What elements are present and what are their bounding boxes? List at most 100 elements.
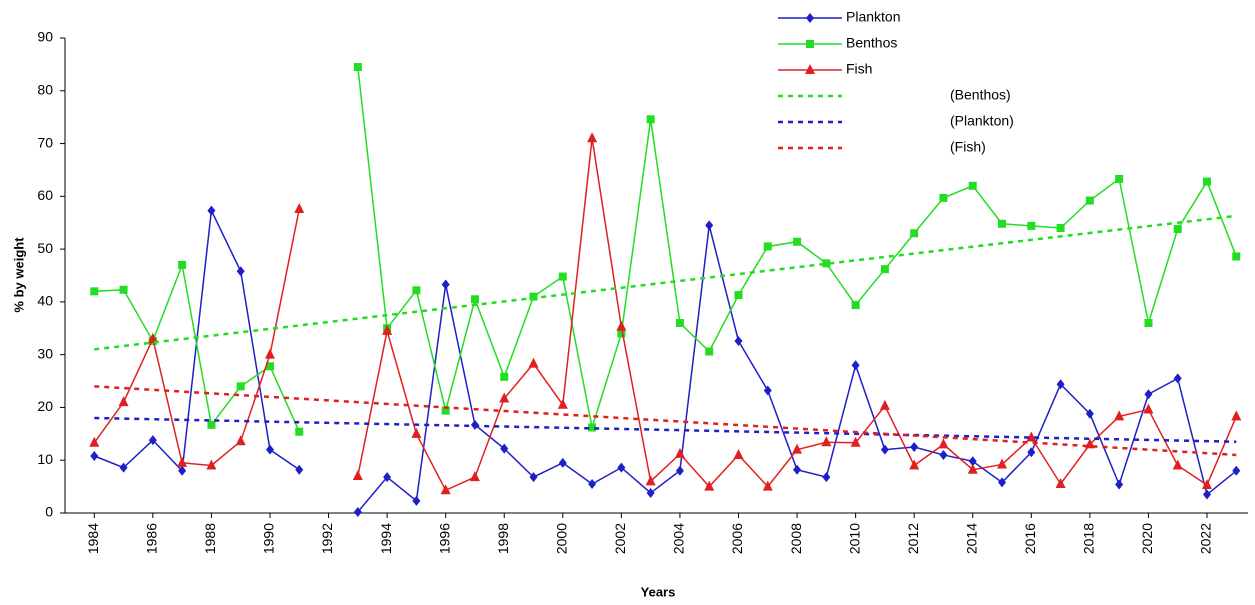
legend-label: Plankton — [846, 9, 900, 25]
x-tick-label: 2012 — [905, 523, 921, 554]
marker — [851, 360, 860, 371]
marker — [265, 444, 274, 455]
marker — [382, 324, 393, 335]
trend-line — [94, 214, 1237, 351]
marker — [792, 443, 803, 454]
marker — [1085, 196, 1094, 205]
x-tick-label: 2014 — [963, 523, 979, 554]
y-tick-label: 30 — [37, 345, 53, 361]
marker — [118, 396, 129, 407]
x-tick-label: 1992 — [319, 523, 335, 554]
x-tick-label: 2006 — [729, 523, 745, 554]
marker — [880, 265, 889, 274]
x-tick-label: 2022 — [1198, 523, 1214, 554]
marker — [89, 436, 100, 447]
marker — [440, 484, 451, 495]
marker — [1056, 379, 1065, 390]
marker — [1231, 410, 1242, 421]
marker — [705, 220, 714, 231]
marker — [616, 320, 627, 331]
marker — [1055, 477, 1066, 488]
marker — [294, 203, 305, 213]
marker — [235, 435, 246, 446]
marker — [295, 464, 304, 475]
marker — [147, 332, 158, 343]
x-tick-label: 2010 — [846, 523, 862, 554]
marker — [806, 40, 814, 48]
y-tick-label: 0 — [45, 504, 53, 520]
marker — [119, 462, 128, 473]
marker — [850, 436, 861, 447]
marker — [529, 292, 538, 301]
marker — [412, 495, 421, 506]
marker — [353, 506, 362, 517]
marker — [733, 448, 744, 459]
marker — [909, 459, 920, 470]
marker — [206, 459, 217, 470]
marker — [646, 115, 655, 124]
marker — [617, 329, 626, 338]
y-tick-label: 70 — [37, 134, 53, 150]
marker — [967, 463, 978, 474]
y-tick-label: 10 — [37, 451, 53, 467]
marker — [588, 423, 597, 432]
marker — [411, 427, 422, 438]
marker — [1143, 403, 1154, 414]
y-tick-label: 50 — [37, 240, 53, 256]
y-tick-label: 60 — [37, 187, 53, 203]
marker — [352, 470, 363, 481]
legend-label: Benthos — [846, 35, 897, 51]
marker — [529, 472, 538, 483]
marker — [1026, 431, 1037, 442]
x-tick-label: 1994 — [378, 523, 394, 554]
marker — [674, 447, 685, 458]
marker — [879, 399, 890, 410]
marker — [557, 398, 568, 409]
marker — [1144, 389, 1153, 400]
marker — [880, 444, 889, 455]
trend-line — [94, 385, 1237, 457]
marker — [177, 456, 188, 467]
marker — [383, 472, 392, 483]
marker — [968, 181, 977, 190]
marker — [1232, 252, 1241, 261]
series-line — [94, 66, 1237, 433]
marker — [1144, 319, 1153, 327]
marker — [675, 319, 684, 327]
marker — [675, 465, 684, 476]
marker — [822, 259, 831, 268]
trend-line — [94, 416, 1237, 443]
marker — [646, 487, 655, 498]
x-tick-label: 2000 — [554, 523, 570, 554]
marker — [1114, 410, 1125, 421]
x-tick-label: 2018 — [1081, 523, 1097, 554]
marker — [793, 237, 802, 246]
marker — [805, 64, 815, 74]
marker — [1203, 177, 1212, 186]
y-tick-label: 80 — [37, 81, 53, 97]
marker — [762, 480, 773, 491]
marker — [822, 472, 831, 483]
marker — [851, 301, 860, 310]
marker — [236, 382, 245, 391]
marker — [821, 436, 832, 447]
marker — [763, 242, 772, 251]
marker — [1232, 465, 1241, 476]
marker — [236, 266, 245, 277]
x-tick-label: 1984 — [85, 523, 101, 554]
x-tick-label: 1998 — [495, 523, 511, 554]
marker — [1173, 225, 1182, 234]
marker — [499, 392, 510, 403]
marker — [558, 272, 567, 281]
marker — [617, 462, 626, 473]
marker — [500, 443, 509, 454]
marker — [1027, 221, 1036, 230]
marker — [588, 478, 597, 489]
marker — [997, 458, 1008, 469]
marker — [705, 347, 714, 356]
marker — [704, 480, 715, 491]
marker — [1056, 224, 1065, 232]
marker — [998, 219, 1007, 228]
marker — [1202, 479, 1213, 490]
marker — [264, 348, 275, 359]
